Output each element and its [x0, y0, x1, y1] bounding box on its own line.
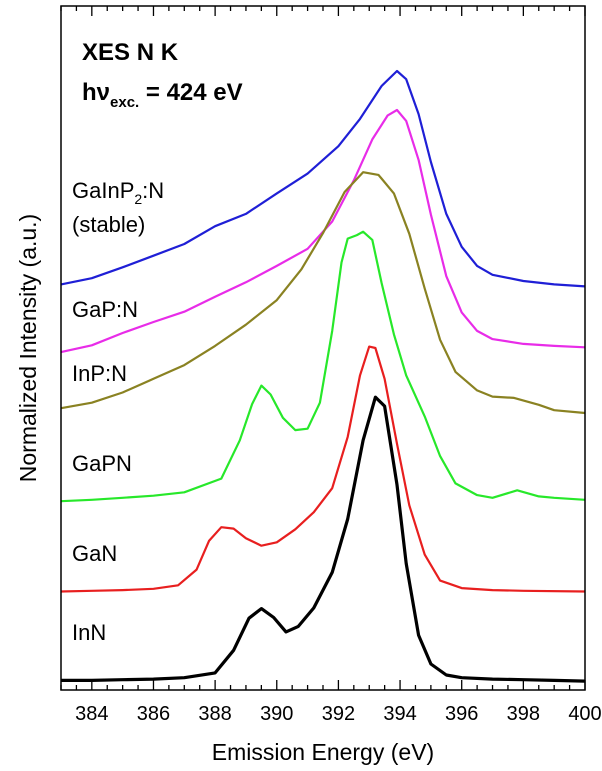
series-label-gainp2n-stable: (stable): [72, 212, 145, 237]
series-layer: [60, 69, 586, 683]
x-tick-label: 386: [137, 703, 170, 725]
series-label-gainp2n-suffix: :N: [142, 178, 164, 203]
x-axis: 384 386 388 390 392 394 396 398 400: [60, 6, 602, 725]
x-tick-label: 396: [445, 703, 478, 725]
series-line-5: [61, 395, 586, 683]
annotation-value: = 424 eV: [139, 79, 242, 106]
x-tick-label: 384: [75, 703, 108, 725]
annotation-hnu: hν: [82, 79, 110, 106]
annotation-subscript: exc.: [110, 94, 139, 111]
annotation-line2: hνexc. = 424 eV: [82, 79, 243, 111]
series-label-inn: InN: [72, 620, 106, 645]
series-label-gapn-colon: GaP:N: [72, 297, 138, 322]
series-label-gainp2n-sub: 2: [134, 191, 142, 207]
series-line-3: [60, 230, 586, 503]
y-axis-title: Normalized Intensity (a.u.): [15, 214, 41, 482]
x-tick-label: 400: [568, 703, 601, 725]
series-line-1: [60, 108, 586, 354]
x-tick-label: 392: [322, 703, 355, 725]
x-axis-title: Emission Energy (eV): [212, 739, 434, 765]
series-label-gainp2n-main: GaInP: [72, 178, 134, 203]
series-label-gapn: GaPN: [72, 451, 132, 476]
series-line-4: [60, 345, 586, 593]
series-line-2: [60, 171, 586, 415]
series-label-inpn: InP:N: [72, 361, 127, 386]
series-label-gainp2n: GaInP2:N: [72, 178, 164, 207]
x-tick-label: 390: [260, 703, 293, 725]
x-tick-label: 394: [383, 703, 416, 725]
x-tick-label: 398: [507, 703, 540, 725]
annotation-line1: XES N K: [82, 39, 179, 66]
x-tick-label: 388: [198, 703, 231, 725]
series-line-0: [60, 69, 586, 288]
series-label-gan: GaN: [72, 541, 117, 566]
